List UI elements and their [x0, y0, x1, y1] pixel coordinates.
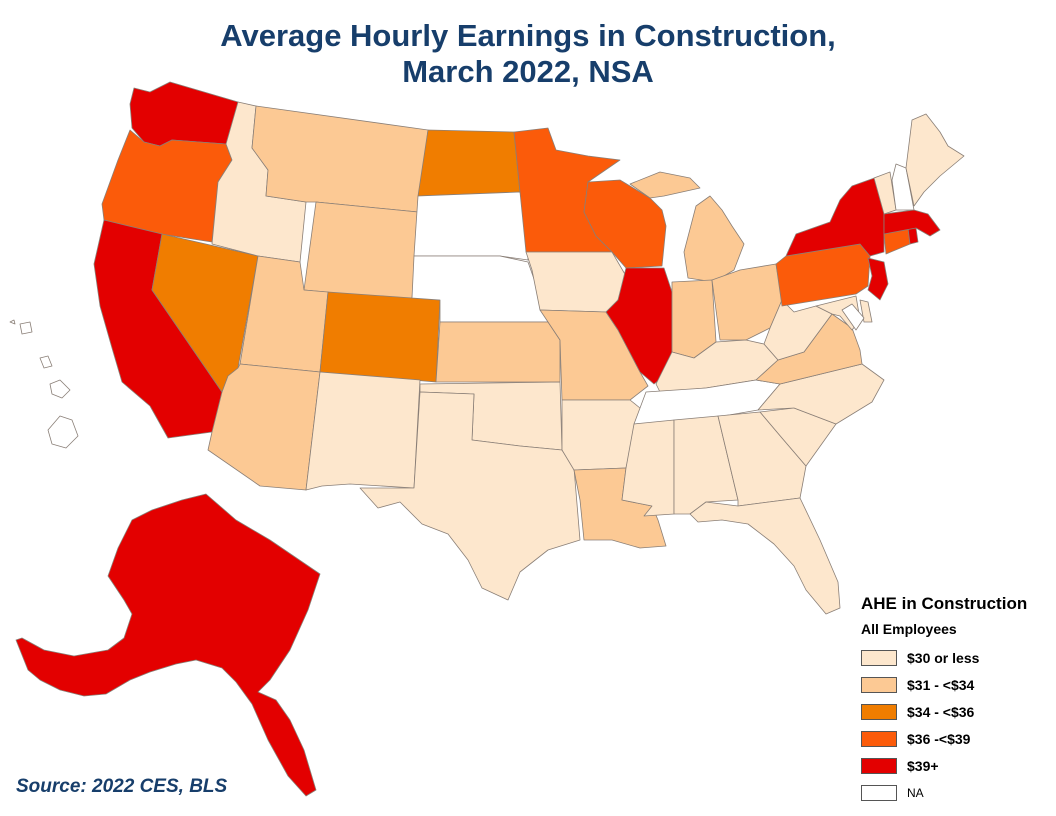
legend-swatch	[861, 730, 897, 747]
legend-item: $31 - <$34	[861, 671, 1051, 698]
state-il[interactable]	[605, 267, 673, 385]
legend-item: NA	[861, 779, 1051, 806]
legend-swatch	[861, 757, 897, 774]
legend-swatch	[861, 703, 897, 720]
legend-label: $31 - <$34	[907, 676, 975, 693]
legend-title: AHE in Construction	[861, 594, 1028, 613]
state-mi[interactable]	[629, 171, 745, 283]
state-ny[interactable]	[785, 175, 885, 257]
state-nm[interactable]	[305, 371, 421, 491]
legend-item: $39+	[861, 752, 1051, 779]
legend-subtitle: All Employees	[861, 621, 957, 637]
legend-item: $34 - <$36	[861, 698, 1051, 725]
legend-label: $34 - <$36	[907, 703, 975, 720]
legend: AHE in Construction All Employees $30 or…	[861, 592, 1051, 806]
title-line-2: March 2022, NSA	[402, 54, 654, 89]
legend-label: $30 or less	[907, 649, 980, 666]
state-in[interactable]	[671, 279, 717, 359]
state-ma[interactable]	[883, 209, 941, 237]
source-note: Source: 2022 CES, BLS	[16, 776, 228, 797]
title-line-1: Average Hourly Earnings in Construction,	[220, 18, 836, 53]
state-wy[interactable]	[303, 201, 419, 301]
legend-item: $36 -<$39	[861, 725, 1051, 752]
state-nh[interactable]	[891, 163, 915, 211]
map-title: Average Hourly Earnings in Construction,…	[0, 18, 1056, 90]
state-nd[interactable]	[417, 129, 521, 197]
legend-label: $36 -<$39	[907, 730, 971, 747]
legend-swatch	[861, 784, 897, 801]
state-nj[interactable]	[867, 257, 889, 301]
legend-item: $30 or less	[861, 644, 1051, 671]
state-co[interactable]	[319, 291, 441, 383]
state-wi[interactable]	[583, 179, 667, 269]
state-wa[interactable]	[129, 81, 239, 147]
legend-label: $39+	[907, 757, 939, 774]
state-md[interactable]	[815, 295, 861, 331]
legend-swatch	[861, 676, 897, 693]
state-ri[interactable]	[907, 227, 919, 245]
state-ks[interactable]	[435, 321, 561, 383]
state-ia[interactable]	[525, 251, 627, 313]
state-ak[interactable]	[15, 493, 321, 797]
state-me[interactable]	[905, 113, 965, 207]
state-sd[interactable]	[413, 191, 529, 261]
state-dc[interactable]	[841, 303, 865, 331]
state-fl[interactable]	[689, 497, 841, 615]
state-hi[interactable]	[9, 319, 79, 449]
state-tx[interactable]	[359, 391, 581, 601]
legend-label: NA	[907, 785, 924, 800]
state-mt[interactable]	[251, 105, 429, 213]
legend-swatch	[861, 649, 897, 666]
